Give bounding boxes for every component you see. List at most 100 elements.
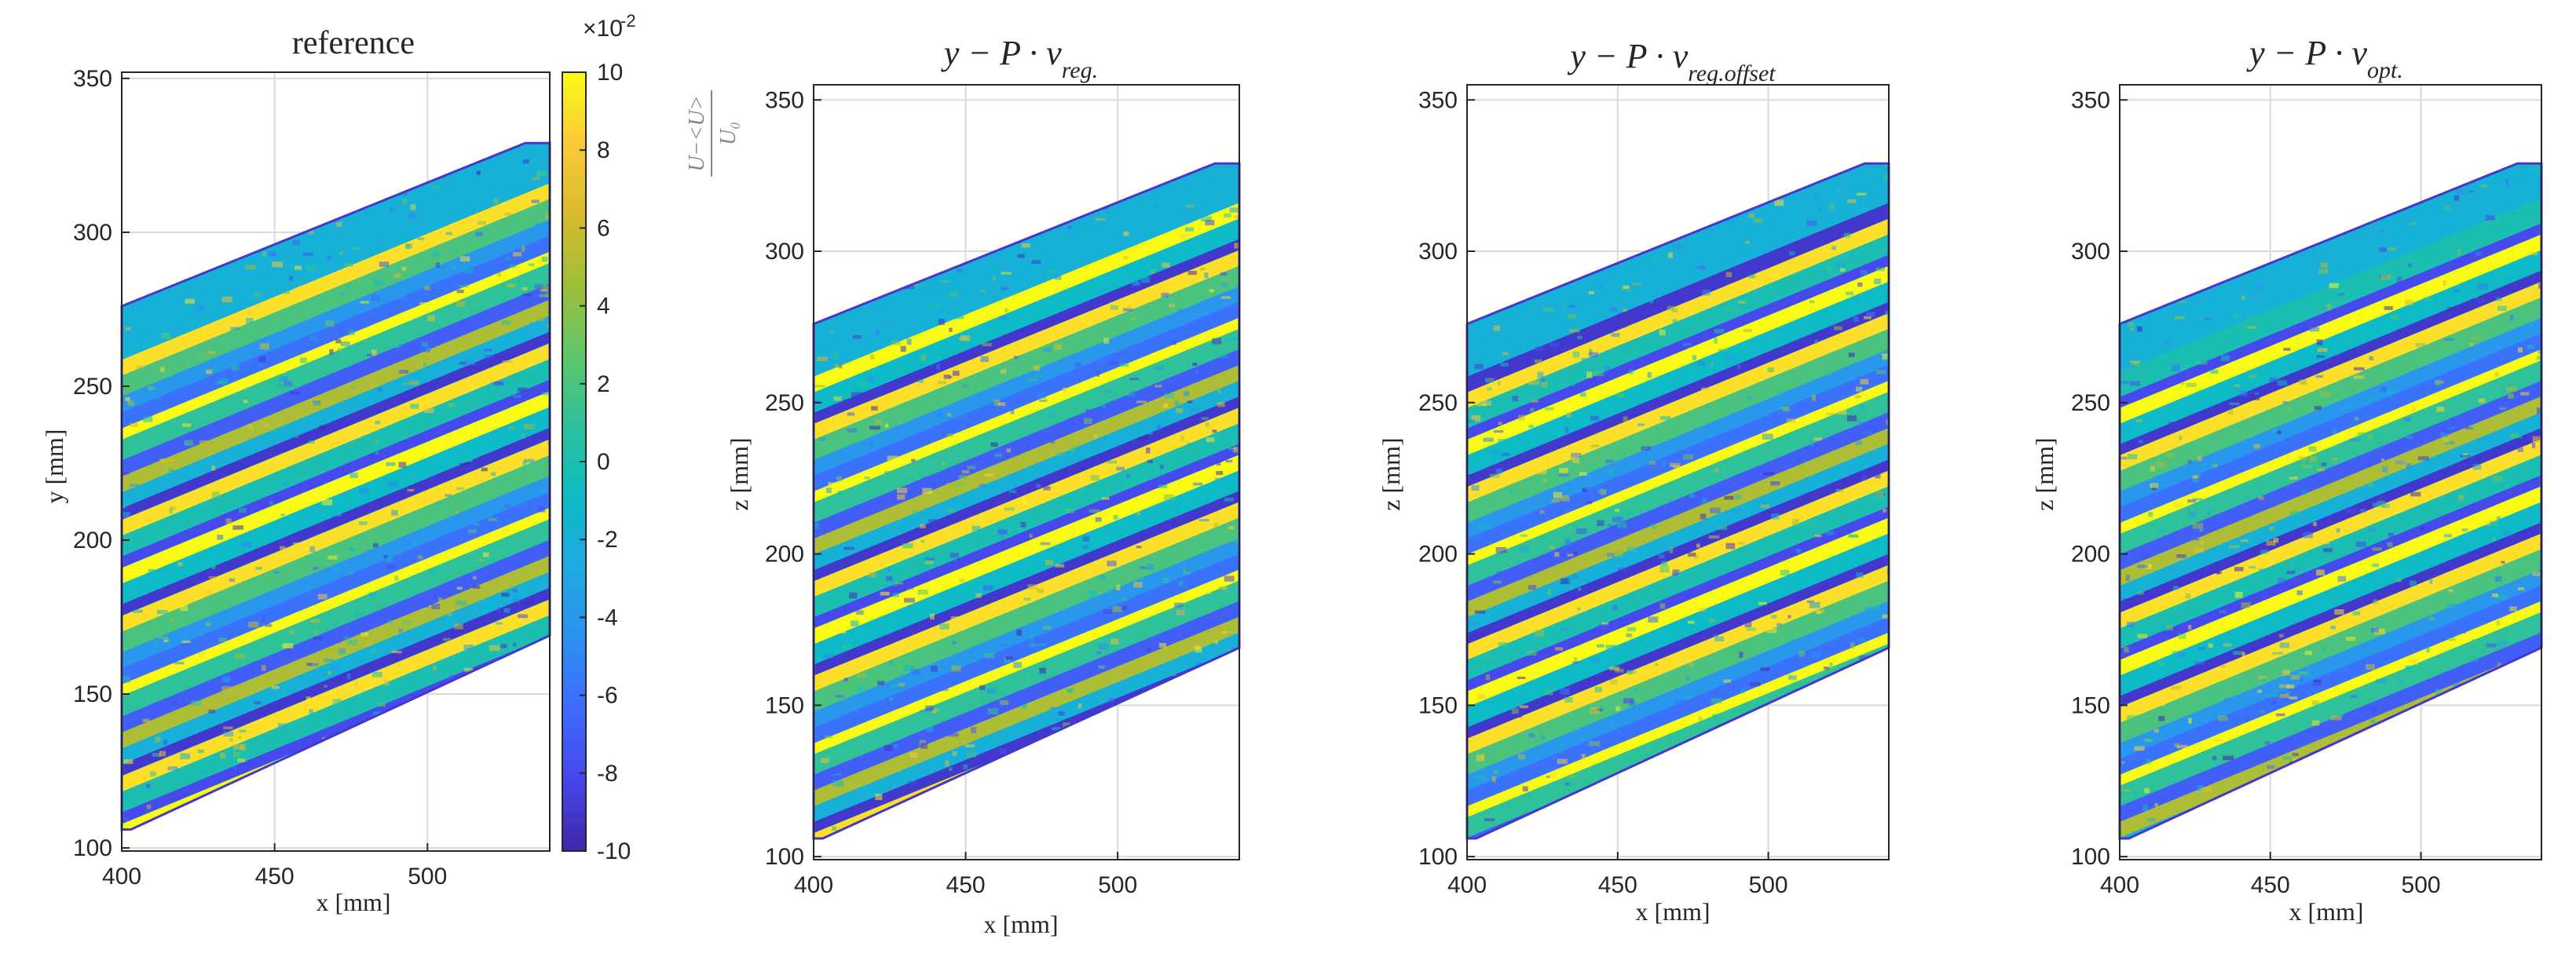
heatmap-speckle [501, 593, 510, 597]
heatmap-speckle [2277, 430, 2281, 435]
panel-title-subscript: reg. [1062, 57, 1098, 83]
heatmap-speckle [1615, 669, 1624, 673]
heatmap-speckle [1540, 735, 1546, 740]
heatmap-speckle [2475, 251, 2482, 256]
heatmap-speckle [435, 262, 440, 268]
heatmap-speckle [832, 352, 839, 358]
heatmap-speckle [1010, 408, 1015, 415]
heatmap-speckle [1673, 569, 1680, 573]
heatmap-speckle [348, 385, 357, 390]
heatmap-speckle [2395, 460, 2405, 465]
panel-title-subscript: opt. [2367, 57, 2403, 83]
heatmap-speckle [2185, 594, 2191, 599]
heatmap-speckle [2520, 392, 2530, 396]
heatmap-speckle [2126, 575, 2130, 581]
heatmap-speckle [506, 283, 515, 287]
heatmap-speckle [1816, 188, 1824, 195]
heatmap-speckle [1549, 772, 1557, 777]
heatmap-speckle [182, 423, 192, 427]
heatmap-speckle [1054, 344, 1062, 350]
heatmap-speckle [1724, 356, 1735, 361]
heatmap-speckle [1201, 417, 1209, 420]
heatmap-speckle [2121, 761, 2125, 765]
heatmap-speckle [2273, 538, 2279, 543]
heatmap-speckle [346, 285, 350, 288]
heatmap-speckle [1597, 520, 1605, 527]
heatmap-speckle [238, 736, 242, 740]
heatmap-speckle [2497, 305, 2507, 312]
heatmap-speckle [2450, 201, 2457, 206]
heatmap-speckle [1108, 698, 1114, 703]
heatmap-speckle [1129, 377, 1139, 381]
heatmap-speckle [518, 614, 528, 619]
heatmap-speckle [438, 597, 443, 603]
heatmap-speckle [1882, 353, 1889, 360]
heatmap-speckle [2309, 455, 2317, 462]
heatmap-speckle [539, 294, 549, 298]
heatmap-speckle [952, 751, 957, 756]
heatmap-speckle [857, 673, 866, 678]
heatmap-speckle [1498, 438, 1509, 444]
heatmap-speckle [2132, 361, 2139, 366]
heatmap-speckle [1013, 662, 1023, 668]
heatmap-speckle [2472, 463, 2482, 470]
heatmap-speckle [1501, 452, 1510, 456]
heatmap-speckle [331, 665, 341, 670]
heatmap-speckle [899, 369, 906, 376]
heatmap-speckle [383, 679, 390, 686]
heatmap-speckle [920, 710, 927, 713]
heatmap-speckle [1083, 418, 1092, 425]
heatmap-speckle [459, 462, 470, 466]
heatmap-speckle [2340, 714, 2344, 718]
heatmap-speckle [211, 466, 215, 471]
heatmap-speckle [1500, 362, 1509, 367]
heatmap-speckle [2472, 658, 2479, 662]
heatmap-speckle [1565, 541, 1572, 547]
panel-title-subscript: reg.offset [1688, 60, 1776, 86]
heatmap-speckle [2120, 789, 2131, 792]
heatmap-speckle [1048, 412, 1055, 416]
heatmap-speckle [2448, 637, 2456, 641]
heatmap-speckle [1110, 305, 1118, 310]
heatmap-speckle [410, 404, 419, 409]
heatmap-speckle [445, 232, 453, 236]
heatmap-speckle [537, 259, 542, 264]
heatmap-speckle [1056, 231, 1066, 236]
heatmap-speckle [2536, 356, 2541, 360]
heatmap-speckle [1206, 590, 1212, 594]
heatmap-speckle [924, 561, 934, 564]
heatmap-speckle [1697, 360, 1704, 367]
heatmap-speckle [1564, 697, 1573, 703]
heatmap-speckle [371, 671, 382, 678]
heatmap-speckle [280, 481, 291, 486]
heatmap-speckle [986, 688, 997, 694]
heatmap-speckle [1139, 566, 1147, 570]
heatmap-speckle [1648, 298, 1654, 304]
heatmap-speckle [1200, 267, 1206, 271]
heatmap-speckle [169, 469, 174, 473]
heatmap-speckle [1528, 425, 1534, 429]
heatmap-speckle [2277, 380, 2288, 386]
heatmap-speckle [967, 581, 975, 586]
heatmap-speckle [343, 636, 349, 639]
colorbar-label: U−<U> U₀ [685, 90, 741, 177]
heatmap-speckle [2458, 495, 2464, 501]
heatmap-speckle [2241, 652, 2245, 659]
heatmap-speckle [277, 723, 287, 729]
heatmap-speckle [1119, 597, 1129, 601]
heatmap-speckle [2136, 419, 2142, 423]
heatmap-speckle [1780, 569, 1790, 575]
heatmap-speckle [930, 613, 935, 620]
heatmap-stripe [814, 261, 1239, 460]
heatmap-speckle [1579, 392, 1586, 397]
heatmap-speckle [1659, 566, 1670, 573]
heatmap-speckle [1856, 572, 1864, 579]
heatmap-speckle [1574, 657, 1578, 662]
heatmap-speckle [832, 780, 843, 787]
heatmap-speckle [1783, 610, 1794, 614]
heatmap-speckle [1714, 329, 1725, 334]
heatmap-speckle [2248, 315, 2254, 320]
heatmap-speckle [959, 579, 965, 583]
heatmap-speckle [1477, 524, 1488, 530]
heatmap-speckle [2257, 689, 2263, 693]
